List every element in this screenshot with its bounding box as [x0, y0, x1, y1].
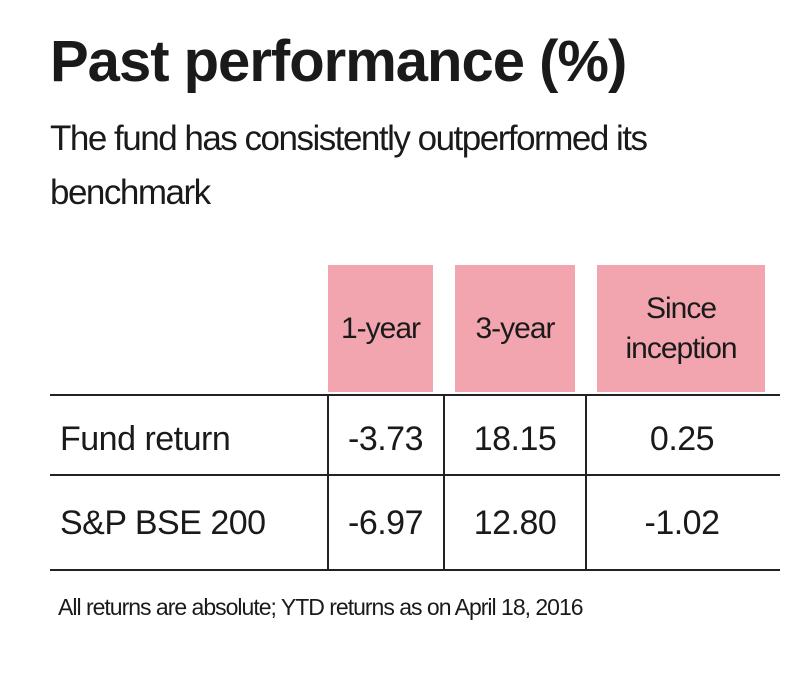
title: Past performance (%) [50, 29, 627, 94]
rule [50, 569, 780, 571]
rule [50, 394, 780, 396]
cell: -6.97 [348, 503, 424, 542]
column-header: 1-year [328, 265, 433, 392]
subtitle: The fund has consistently outperformed i… [50, 119, 648, 212]
cell: 0.25 [649, 419, 715, 458]
row-label: S&P BSE 200 [60, 503, 266, 542]
rule [443, 395, 445, 570]
row-label: Fund return [60, 419, 231, 458]
cell: 12.80 [473, 503, 557, 542]
column-header: 3-year [455, 265, 575, 392]
rule [50, 474, 780, 476]
footnote: All returns are absolute; YTD returns as… [58, 594, 584, 620]
column-header: Since inception [597, 265, 765, 392]
cell: 18.15 [473, 419, 557, 458]
cell: -1.02 [644, 503, 721, 542]
cell: -3.73 [348, 419, 424, 458]
rule [327, 395, 329, 570]
rule [585, 395, 587, 570]
